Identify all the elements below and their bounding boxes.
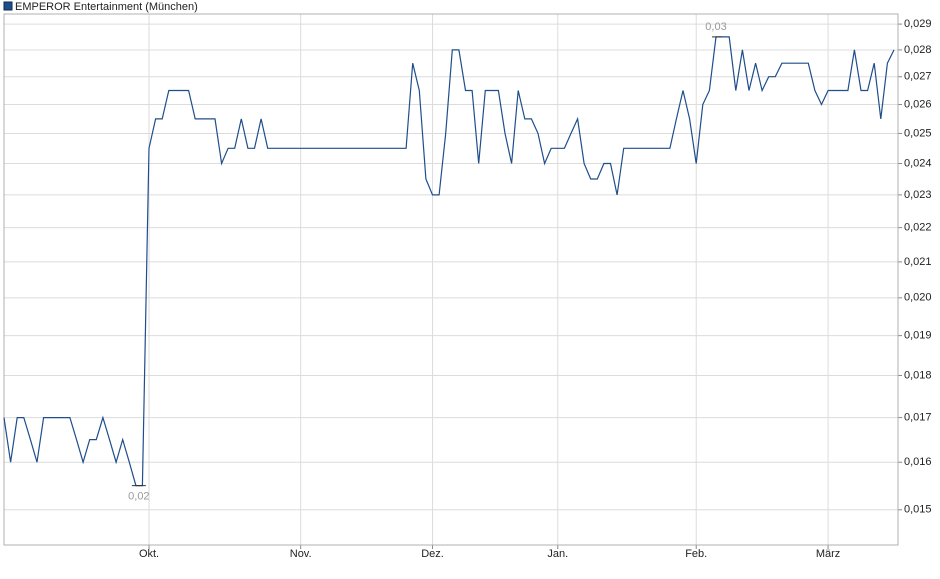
y-tick-label: 0,021 — [904, 256, 932, 268]
y-tick-label: 0,025 — [904, 127, 932, 139]
legend-label: EMPEROR Entertainment (München) — [15, 1, 198, 13]
high-label: 0,03 — [705, 21, 726, 33]
x-tick-label: Nov. — [290, 548, 312, 560]
y-tick-label: 0,026 — [904, 98, 932, 110]
x-tick-label: Jan. — [547, 548, 568, 560]
x-tick-label: Okt. — [139, 548, 159, 560]
y-tick-label: 0,027 — [904, 71, 932, 83]
x-tick-label: Feb. — [685, 548, 707, 560]
y-tick-label: 0,023 — [904, 189, 932, 201]
y-tick-label: 0,017 — [904, 411, 932, 423]
y-tick-label: 0,020 — [904, 292, 932, 304]
y-tick-label: 0,028 — [904, 44, 932, 56]
legend-swatch — [3, 1, 13, 11]
y-tick-label: 0,018 — [904, 369, 932, 381]
x-tick-label: Dez. — [421, 548, 444, 560]
plot-frame — [3, 13, 899, 546]
y-tick-label: 0,022 — [904, 222, 932, 234]
y-tick-label: 0,029 — [904, 18, 932, 30]
price-line — [3, 36, 895, 487]
y-tick-label: 0,015 — [904, 504, 932, 516]
low-label: 0,02 — [128, 491, 149, 503]
y-tick-label: 0,019 — [904, 330, 932, 342]
x-tick-label: März — [816, 548, 840, 560]
y-tick-label: 0,024 — [904, 157, 932, 169]
y-tick-label: 0,016 — [904, 456, 932, 468]
